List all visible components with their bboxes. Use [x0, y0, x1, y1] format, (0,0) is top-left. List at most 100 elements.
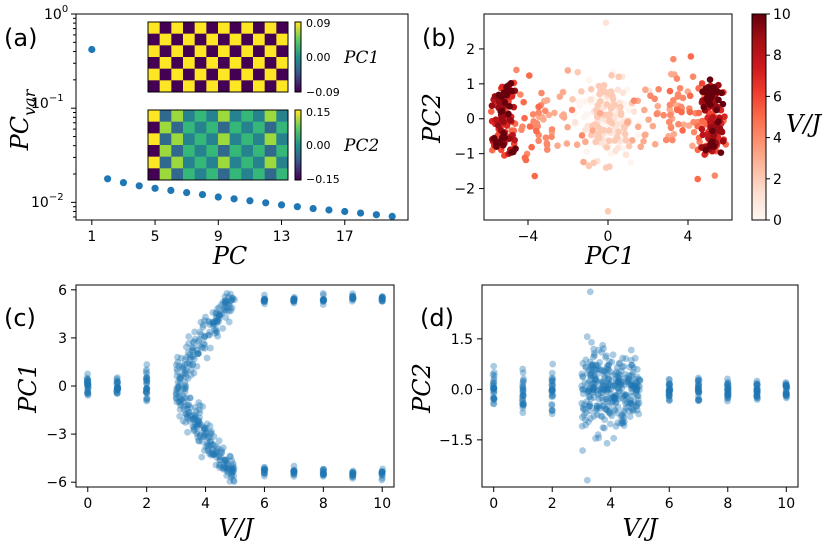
c-point [260, 297, 268, 305]
inset-cell [206, 33, 219, 46]
c-point [189, 360, 196, 368]
c-point [84, 378, 92, 386]
d-point [548, 381, 556, 389]
d-point [627, 346, 635, 354]
c-point [201, 341, 209, 348]
d-point [596, 404, 604, 412]
inset-cell [183, 57, 195, 69]
c-point [113, 384, 121, 391]
c-point [175, 393, 183, 401]
inset-cell [183, 33, 195, 46]
c-point [227, 453, 234, 461]
d-point [782, 382, 790, 390]
b-point [543, 97, 551, 104]
d-point [782, 391, 790, 398]
c-point [143, 384, 151, 392]
c-point [260, 464, 268, 472]
d-point [615, 380, 623, 387]
d-point [548, 384, 556, 391]
c-point [320, 470, 328, 478]
d-point [580, 405, 587, 413]
c-point [143, 376, 150, 384]
inset-cell [229, 121, 242, 134]
d-point [589, 380, 597, 387]
b-point [603, 101, 611, 108]
c-point [204, 317, 212, 325]
d-point [519, 387, 527, 395]
a-point-16 [325, 206, 333, 214]
d-point [753, 385, 761, 393]
c-point [229, 294, 237, 302]
d-point [753, 388, 761, 396]
d-point [579, 404, 587, 411]
inset-cell [183, 45, 195, 58]
b-point [695, 109, 703, 117]
c-point [219, 324, 227, 332]
c-point [219, 464, 227, 472]
b-colorbar-step [752, 102, 766, 105]
colorbar-step [295, 48, 301, 51]
b-point [713, 87, 720, 95]
c-point [215, 461, 223, 469]
c-point [191, 421, 199, 428]
b-colorbar-step [752, 38, 766, 41]
d-point [602, 406, 610, 413]
d-point [620, 392, 628, 400]
c-point [378, 468, 386, 476]
inset-cell [276, 22, 289, 34]
c-point [184, 405, 192, 413]
c-point [223, 464, 231, 472]
colorbar-step [295, 32, 301, 35]
d-point [602, 405, 609, 413]
colorbar-step [295, 142, 301, 145]
b-point [594, 102, 602, 109]
c-point [260, 298, 268, 305]
b-colorbar-step [752, 86, 766, 89]
colorbar-step [295, 144, 301, 147]
colorbar-step [295, 68, 301, 71]
c-point [84, 389, 92, 397]
c-point [177, 373, 185, 381]
b-point [713, 106, 720, 114]
inset-cell [206, 80, 219, 93]
c-point [290, 468, 298, 475]
c-point [319, 296, 327, 304]
b-colorbar-step [752, 166, 766, 169]
d-point [666, 376, 673, 384]
b-colorbar-step [752, 156, 766, 159]
d-point [599, 367, 606, 375]
inset-cell [218, 80, 230, 93]
c-point [182, 410, 190, 418]
d-point [586, 407, 594, 415]
colorbar-step [295, 22, 301, 25]
b-colorbar-step [752, 184, 766, 187]
c-point [143, 389, 151, 397]
b-point [704, 94, 712, 101]
d-point [588, 369, 596, 377]
b-colorbar-step [752, 96, 766, 99]
c-point [229, 462, 237, 470]
c-point [261, 466, 268, 474]
c-point [84, 376, 92, 383]
d-point [724, 389, 732, 397]
d-point [617, 419, 625, 427]
panel-b-xticks: −4 0 4 [518, 220, 693, 245]
d-point [753, 382, 761, 389]
d-point [783, 383, 790, 391]
a-point-11 [246, 197, 254, 205]
b-colorbar-step [752, 50, 766, 53]
b-colorbar-step [752, 158, 766, 161]
b-colorbar-step [752, 154, 766, 157]
colorbar-step [295, 50, 301, 53]
inset-cell [194, 57, 207, 69]
inset-cell [229, 156, 242, 169]
panel-d: (d) 0 2 4 6 8 10 −1.50.01.5 V/J PC2 [408, 284, 799, 542]
c-point [261, 463, 268, 471]
c-point [197, 318, 205, 326]
b-colorbar-step [752, 128, 766, 131]
inset-cell [276, 168, 289, 181]
b-point [578, 132, 586, 139]
colorbar-step [295, 46, 301, 49]
d-point [548, 386, 556, 394]
b-colorbar-step [752, 200, 766, 203]
